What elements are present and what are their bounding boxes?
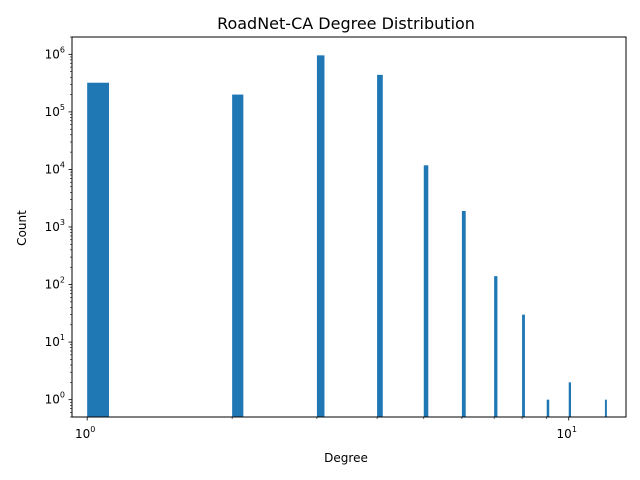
bar-degree-9	[546, 399, 550, 417]
bar-degree-1	[87, 82, 110, 417]
bar-degree-4	[377, 74, 383, 417]
y-tick-label: 106	[45, 45, 65, 61]
bar-degree-6	[461, 210, 466, 417]
y-axis-label: Count	[15, 210, 29, 246]
x-tick-label: 101	[557, 425, 577, 441]
y-tick-label: 104	[45, 160, 65, 176]
plot-frame	[71, 36, 627, 418]
x-axis-label: Degree	[324, 451, 368, 465]
y-tick-label: 103	[45, 218, 65, 234]
x-tick-label: 100	[75, 425, 95, 441]
bar-degree-8	[522, 314, 525, 417]
y-tick-label: 101	[45, 333, 65, 349]
y-tick-label: 100	[45, 391, 65, 407]
bar-degree-5	[423, 165, 429, 417]
y-tick-label: 105	[45, 103, 65, 119]
bar-degree-7	[494, 276, 498, 417]
bar-degree-10	[568, 382, 572, 417]
bar-degree-3	[316, 55, 325, 417]
bar-group	[87, 55, 607, 417]
bar-degree-12	[604, 399, 607, 417]
tick-group: 100 101 102 103 104 105 106 100 101	[45, 36, 577, 441]
y-tick-label: 102	[45, 276, 65, 292]
bar-degree-2	[232, 94, 244, 417]
chart-title: RoadNet-CA Degree Distribution	[217, 14, 475, 33]
